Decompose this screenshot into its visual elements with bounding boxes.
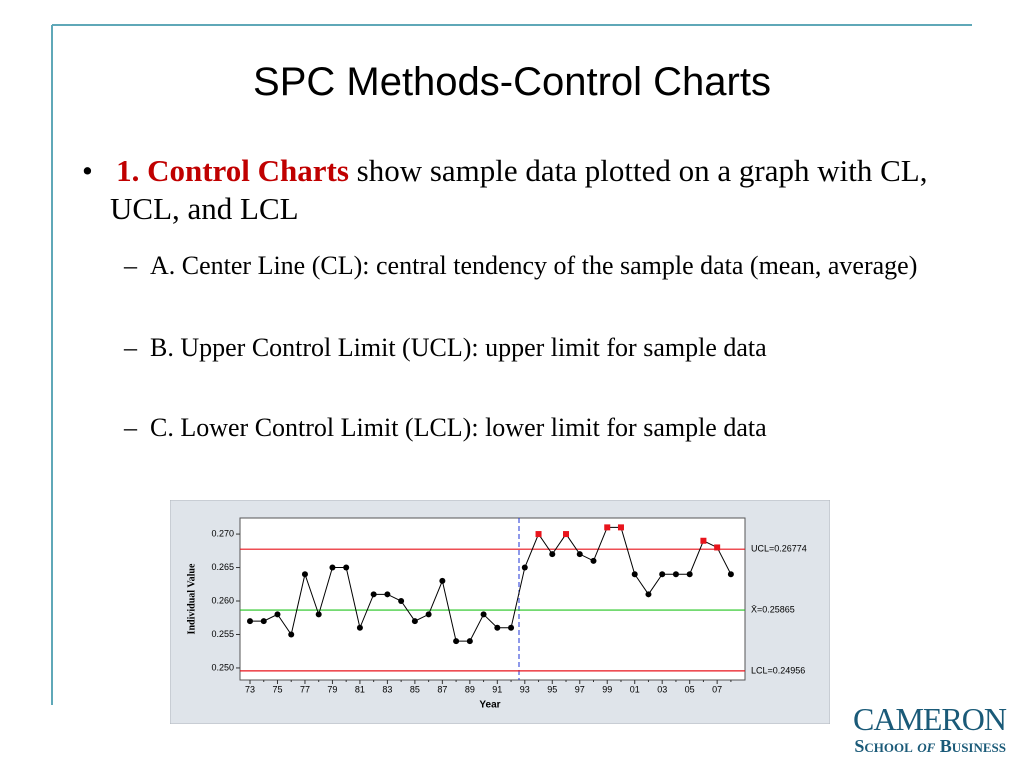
point	[659, 571, 666, 578]
sub-bullet: – A. Center Line (CL): central tendency …	[124, 251, 918, 280]
x-tick-label: 77	[300, 684, 310, 694]
logo-subtitle: School of Business	[853, 736, 1006, 757]
y-tick-label: 0.265	[211, 562, 234, 572]
bullet: • 1. Control Charts show sample data plo…	[82, 153, 928, 226]
x-tick-label: 87	[437, 684, 447, 694]
point	[521, 564, 528, 571]
y-tick-label: 0.255	[211, 629, 234, 639]
reference-label: LCL=0.24956	[751, 665, 805, 675]
point	[466, 638, 473, 645]
x-tick-label: 83	[382, 684, 392, 694]
point	[384, 591, 391, 598]
point	[247, 618, 253, 625]
bullet-text: show sample data plotted on a graph with…	[110, 153, 928, 226]
x-tick-label: 85	[410, 684, 420, 694]
point	[439, 577, 446, 584]
point	[576, 551, 583, 558]
point-out	[535, 531, 542, 538]
point	[398, 598, 405, 605]
x-tick-label: 01	[630, 684, 640, 694]
point-out	[563, 531, 570, 538]
point	[288, 631, 295, 638]
point-out	[700, 537, 707, 544]
point	[480, 611, 487, 618]
x-tick-label: 79	[327, 684, 337, 694]
logo: CAMERON School of Business	[852, 701, 1007, 757]
point	[727, 571, 734, 578]
point	[343, 564, 350, 571]
y-axis-title: Individual Value	[186, 563, 197, 634]
point	[274, 611, 281, 618]
x-tick-label: 81	[355, 684, 365, 694]
point	[411, 618, 418, 625]
x-tick-label: 93	[520, 684, 530, 694]
x-tick-label: 97	[575, 684, 585, 694]
slide-title: SPC Methods-Control Charts	[253, 60, 771, 104]
x-tick-label: 95	[547, 684, 557, 694]
point	[301, 571, 308, 578]
point	[329, 564, 336, 571]
x-tick-label: 99	[602, 684, 612, 694]
point	[590, 557, 597, 564]
logo-word: of	[917, 736, 936, 756]
x-tick-label: 75	[272, 684, 282, 694]
y-tick-label: 0.260	[211, 595, 234, 605]
sub-text: C. Lower Control Limit (LCL): lower limi…	[150, 413, 767, 442]
point-out	[604, 524, 611, 531]
sub-bullet: – C. Lower Control Limit (LCL): lower li…	[124, 413, 767, 442]
point	[508, 624, 515, 631]
point	[631, 571, 638, 578]
sub-text: B. Upper Control Limit (UCL): upper limi…	[150, 333, 767, 362]
x-tick-label: 73	[245, 684, 255, 694]
point	[356, 624, 363, 631]
sub-text: A. Center Line (CL): central tendency of…	[150, 251, 918, 280]
point	[645, 591, 652, 598]
point	[260, 618, 267, 625]
point	[453, 638, 460, 645]
y-tick-label: 0.250	[211, 662, 234, 672]
control-chart: Year Individual Value 0.250 0.255 0.260 0.2…	[170, 500, 830, 724]
point	[370, 591, 377, 598]
plot-area	[239, 517, 746, 681]
x-tick-label: 03	[657, 684, 667, 694]
reference-label: X̄=0.25865	[751, 604, 795, 614]
point	[425, 611, 432, 618]
x-tick-label: 05	[685, 684, 695, 694]
point	[315, 611, 322, 618]
logo-word: School	[854, 736, 913, 756]
x-tick-label: 07	[712, 684, 722, 694]
point	[672, 571, 679, 578]
logo-name: CAMERON	[852, 701, 1007, 737]
point-out	[617, 524, 624, 531]
logo-word: Business	[939, 736, 1006, 756]
sub-bullet: – B. Upper Control Limit (UCL): upper li…	[124, 333, 767, 362]
series-line	[250, 526, 732, 642]
point	[549, 551, 556, 558]
point	[494, 624, 501, 631]
y-tick-label: 0.270	[211, 528, 234, 538]
x-axis-title: Year	[479, 700, 500, 711]
bullet-lead: 1. Control Charts	[116, 153, 349, 188]
x-tick-label: 91	[492, 684, 502, 694]
point-out	[714, 544, 721, 551]
x-tick-label: 89	[465, 684, 475, 694]
reference-label: UCL=0.26774	[751, 544, 807, 554]
point	[686, 571, 693, 578]
